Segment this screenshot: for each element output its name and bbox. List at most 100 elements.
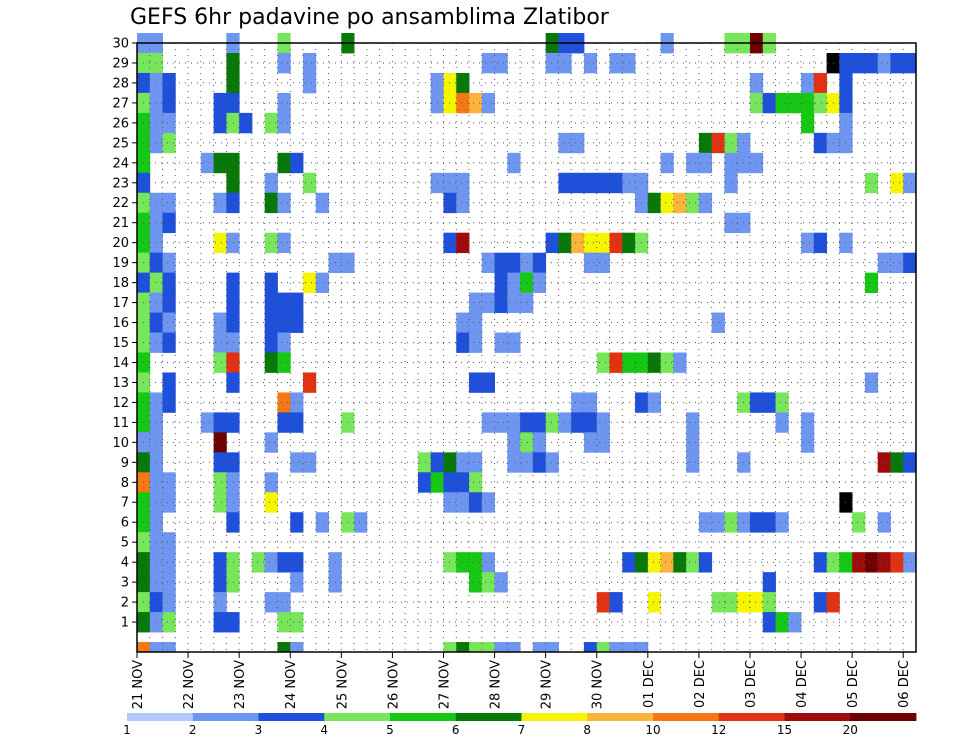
heat-cell [877,52,891,74]
heat-cell [149,492,163,513]
y-tick-label: 2 [121,596,129,611]
heat-cell [226,232,240,254]
heat-cell [596,412,610,433]
heat-cell [149,212,163,234]
heat-cell [903,552,917,573]
heat-cell [545,452,559,473]
heat-cell [890,452,904,473]
heat-cell [303,452,317,473]
heat-cell [660,352,674,373]
heat-cell [622,172,636,194]
heat-cell [149,232,163,254]
heat-cell [507,292,521,313]
heat-cell [609,232,623,254]
colorbar-swatch [784,713,851,721]
heat-cell [290,642,304,653]
heat-cell [149,612,163,633]
heat-cell [494,252,508,274]
heat-cell [226,312,240,333]
heat-cell [226,512,240,533]
heat-cell [494,642,508,653]
heat-cell [494,272,508,293]
heat-cell [469,552,483,573]
heat-cell [545,232,559,254]
heat-cell [877,252,891,274]
heat-cell [507,412,521,433]
heat-cell [213,612,227,633]
heat-cell [686,452,700,473]
heat-cell [788,92,802,114]
heat-cell [813,92,828,114]
heat-cell [303,72,317,94]
heat-cell [647,392,661,413]
x-tick-label: 23 NOV [233,660,248,709]
y-tick-label: 16 [112,316,129,331]
heat-cell [877,512,891,533]
heat-cell [596,252,610,274]
heat-cell [813,72,828,94]
heat-cell [494,292,508,313]
heat-cell [456,332,470,353]
heat-cell [520,412,534,433]
heat-cell [583,392,598,413]
heat-cell [213,112,227,134]
heat-cell [456,232,470,254]
heat-cell [571,172,585,194]
heat-cell [711,512,725,533]
colorbar-swatch [324,713,391,721]
heat-cell [801,432,815,453]
heat-cell [226,52,240,74]
heat-cell [303,272,317,293]
heat-cell [481,252,495,274]
colorbar-label: 6 [452,723,460,737]
heat-cell [609,52,623,74]
heat-cell [456,92,470,114]
heat-cell [149,52,163,74]
y-tick-label: 25 [112,136,129,151]
heat-cell [481,372,495,393]
heat-cell [890,252,904,274]
y-tick-label: 27 [112,96,129,111]
heat-cell [213,412,227,433]
heat-cell [583,412,598,433]
heat-cell [698,132,713,154]
heat-cell [890,172,904,194]
heat-cell [481,52,495,74]
colorbar-label: 10 [645,723,660,737]
heat-cell [469,332,483,353]
heat-cell [903,452,917,473]
colorbar-swatch [127,713,194,721]
heat-cell [162,472,176,493]
heat-cell [162,592,176,613]
heat-cell [417,452,432,473]
heat-cell [149,132,163,154]
heat-cell [200,152,215,174]
heat-cell [149,412,163,433]
heat-cell [762,392,776,413]
heat-cell [277,592,291,613]
heat-cell [226,152,240,174]
heat-cell [149,592,163,613]
heat-cell [277,192,291,214]
heat-cell [277,332,291,353]
y-tick-label: 12 [112,396,129,411]
heat-cell [622,642,636,653]
colorbar-label: 4 [320,723,328,737]
heat-cell [660,552,674,573]
colorbar-swatch [850,713,917,721]
heat-cell [903,52,917,74]
heat-cell [558,132,572,154]
heat-cell [162,112,176,134]
heat-cell [762,592,776,613]
heat-cell [226,272,240,293]
heat-cell [469,642,483,653]
heat-cell [864,372,879,393]
heat-cell [226,552,240,573]
heat-cell [162,332,176,353]
heat-cell [596,592,610,613]
heat-cell [277,112,291,134]
y-tick-label: 21 [112,216,129,231]
heat-cell [647,192,661,214]
colorbar-swatch [718,713,785,721]
heat-cell [749,72,764,94]
